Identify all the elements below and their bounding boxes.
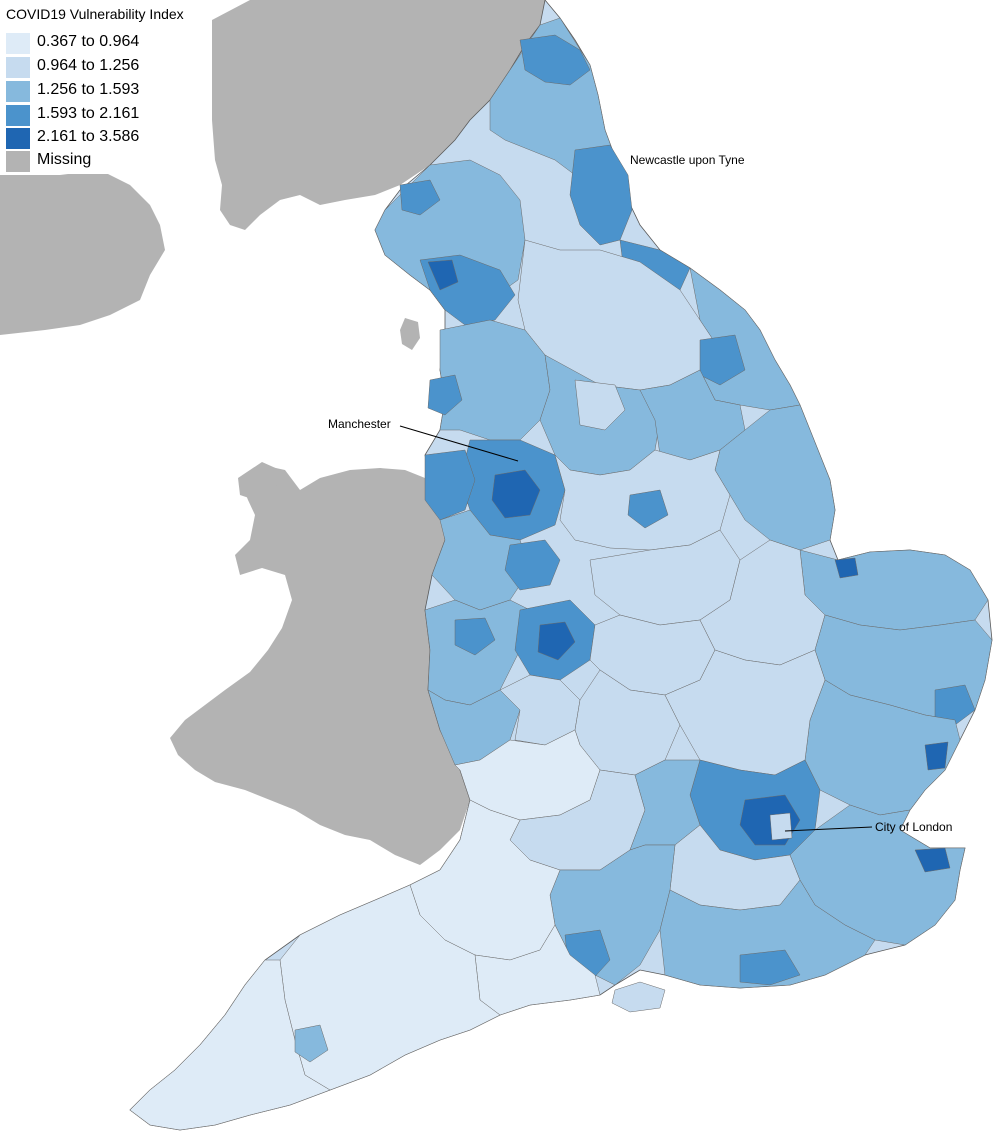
legend-title: COVID19 Vulnerability Index	[6, 6, 184, 22]
region-city-of-london	[769, 812, 793, 841]
region-carlisle	[399, 179, 441, 216]
legend-swatch	[6, 128, 30, 149]
label-manchester: Manchester	[328, 417, 391, 431]
region-hereford	[427, 689, 521, 766]
legend-swatch	[6, 33, 30, 54]
region-plymouth	[294, 1024, 329, 1063]
region-berwick	[519, 34, 591, 86]
region-sussex	[659, 879, 876, 989]
legend-item: 2.161 to 3.586	[6, 127, 206, 149]
legend-item: 1.256 to 1.593	[6, 80, 206, 102]
land-wales	[170, 465, 470, 865]
legend-label: 0.964 to 1.256	[37, 57, 140, 74]
choropleth-regions	[129, 17, 993, 1131]
region-telford	[454, 617, 496, 656]
region-isle-of-wight	[611, 981, 666, 1013]
legend-label: 1.256 to 1.593	[37, 81, 140, 98]
region-lincolnshire	[714, 404, 836, 551]
label-newcastle: Newcastle upon Tyne	[630, 153, 745, 167]
legend-item: Missing	[6, 150, 206, 172]
legend-swatch	[6, 151, 30, 172]
legend-item: 1.593 to 2.161	[6, 104, 206, 126]
legend-label: 0.367 to 0.964	[37, 33, 140, 50]
region-stoke	[504, 539, 561, 591]
legend: COVID19 Vulnerability Index 0.367 to 0.9…	[0, 0, 212, 174]
region-barrow	[427, 259, 459, 291]
region-blackpool	[427, 374, 463, 416]
manchester-leader	[399, 425, 519, 462]
region-scarborough	[699, 334, 746, 386]
region-cornwall	[129, 959, 331, 1131]
land-anglesey	[238, 462, 280, 500]
missing-land	[0, 0, 545, 865]
region-manchester-core	[491, 469, 541, 519]
region-birmingham-core	[537, 621, 576, 661]
land-scotland	[212, 0, 545, 230]
legend-swatch	[6, 57, 30, 78]
legend-swatch	[6, 105, 30, 126]
legend-label: 1.593 to 2.161	[37, 105, 140, 122]
legend-label: 2.161 to 3.586	[37, 128, 140, 145]
region-leeds	[574, 379, 626, 431]
region-brighton	[739, 949, 801, 986]
legend-label: Missing	[37, 151, 92, 168]
legend-item: 0.367 to 0.964	[6, 32, 206, 54]
region-nottingham	[627, 489, 669, 529]
label-city-of-london: City of London	[875, 820, 953, 834]
region-norfolk-north	[834, 557, 859, 579]
land-ireland	[0, 170, 165, 335]
legend-swatch	[6, 81, 30, 102]
london-leader	[784, 826, 873, 832]
legend-item: 0.964 to 1.256	[6, 56, 206, 78]
land-isle-of-man	[400, 318, 420, 350]
region-thanet	[914, 847, 951, 873]
region-ipswich	[934, 684, 976, 726]
region-clacton	[924, 741, 949, 771]
region-liverpool	[424, 449, 476, 521]
